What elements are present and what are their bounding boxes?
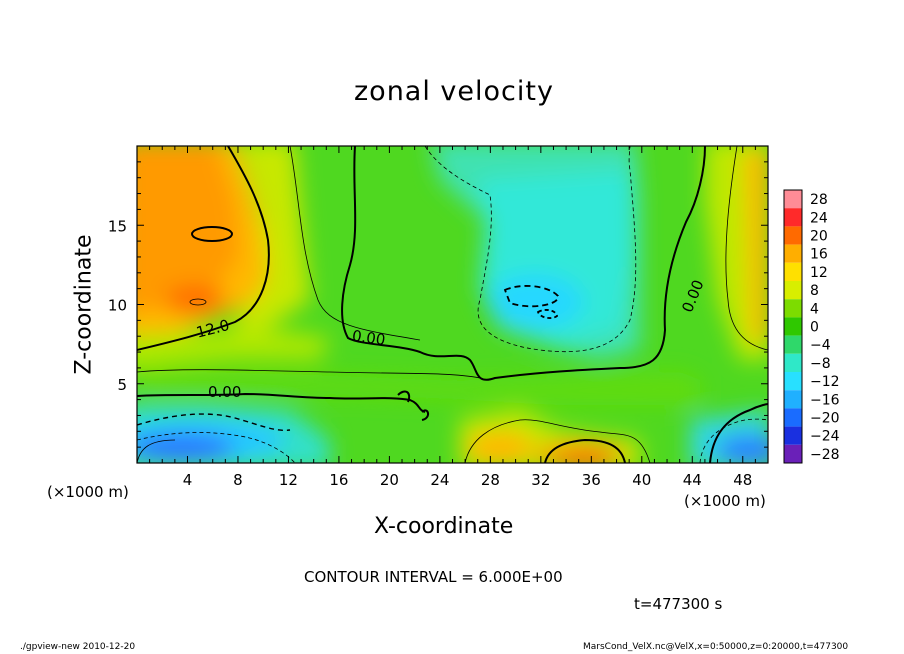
x-tick-label: 32 xyxy=(531,471,550,489)
colorbar-swatch xyxy=(784,299,802,318)
colorbar-label: 12 xyxy=(810,265,828,281)
colorbar-label: −28 xyxy=(810,447,840,463)
colorbar-swatch xyxy=(784,226,802,245)
colorbar-swatch xyxy=(784,444,802,463)
x-tick-label: 28 xyxy=(481,471,500,489)
colorbar-label: 4 xyxy=(810,301,819,317)
colorbar-label: −16 xyxy=(810,392,840,408)
colorbar-swatch xyxy=(784,317,802,336)
x-tick-label: 4 xyxy=(183,471,193,489)
x-tick-label: 8 xyxy=(233,471,243,489)
contour-label: 0.00 xyxy=(351,327,387,349)
x-tick-label: 48 xyxy=(733,471,752,489)
colorbar-swatch xyxy=(784,390,802,409)
x-tick-label: 12 xyxy=(279,471,298,489)
colorbar-label: 24 xyxy=(810,210,828,226)
contour-label: 0.00 xyxy=(208,383,241,401)
footer-left: ./gpview-new 2010-12-20 xyxy=(20,642,136,652)
colorbar-label: −20 xyxy=(810,411,840,427)
x-tick-label: 36 xyxy=(582,471,601,489)
x-tick-label: 20 xyxy=(380,471,399,489)
x-tick-label: 44 xyxy=(683,471,702,489)
x-tick-label: 24 xyxy=(430,471,449,489)
colorbar-swatch xyxy=(784,372,802,391)
x-axis-title: X-coordinate xyxy=(374,514,514,539)
contour-interval-text: CONTOUR INTERVAL = 6.000E+00 xyxy=(304,568,563,586)
chart-title: zonal velocity xyxy=(354,76,554,107)
heatmap-field xyxy=(137,146,768,463)
colorbar-label: 28 xyxy=(810,192,828,208)
colorbar: 28 24 20 16 12 8 4 0 −4 −8 −12 −16 −20 −24 −28 xyxy=(783,189,840,464)
colorbar-swatch xyxy=(784,426,802,445)
x-unit-right: (×1000 m) xyxy=(684,492,766,510)
colorbar-label: 16 xyxy=(810,247,828,263)
colorbar-swatch xyxy=(784,353,802,372)
x-ticks: 4 8 12 16 20 24 28 32 36 40 44 48 xyxy=(149,146,756,489)
colorbar-swatch xyxy=(784,281,802,300)
x-unit-left: (×1000 m) xyxy=(47,483,129,501)
colorbar-label: 20 xyxy=(810,229,828,245)
x-tick-label: 16 xyxy=(329,471,348,489)
y-tick-label: 15 xyxy=(108,217,127,235)
time-text: t=477300 s xyxy=(634,595,723,613)
colorbar-swatch xyxy=(784,335,802,354)
colorbar-label: 8 xyxy=(810,283,819,299)
y-ticks: 5 10 15 xyxy=(108,161,768,448)
contour-lines xyxy=(137,146,768,463)
footer-right: MarsCond_VelX.nc@VelX,x=0:50000,z=0:2000… xyxy=(583,642,849,652)
colorbar-swatch xyxy=(784,408,802,427)
colorbar-frame xyxy=(783,189,803,464)
colorbar-label: 0 xyxy=(810,320,819,336)
colorbar-swatch xyxy=(784,208,802,227)
y-tick-label: 10 xyxy=(108,297,127,315)
colorbar-label: −12 xyxy=(810,374,840,390)
colorbar-label: −4 xyxy=(810,338,831,354)
x-tick-label: 40 xyxy=(632,471,651,489)
y-tick-label: 5 xyxy=(117,376,127,394)
colorbar-swatch xyxy=(784,244,802,263)
colorbar-label: −8 xyxy=(810,356,831,372)
colorbar-swatch xyxy=(784,190,802,209)
colorbar-swatch xyxy=(784,262,802,281)
colorbar-label: −24 xyxy=(810,429,840,445)
